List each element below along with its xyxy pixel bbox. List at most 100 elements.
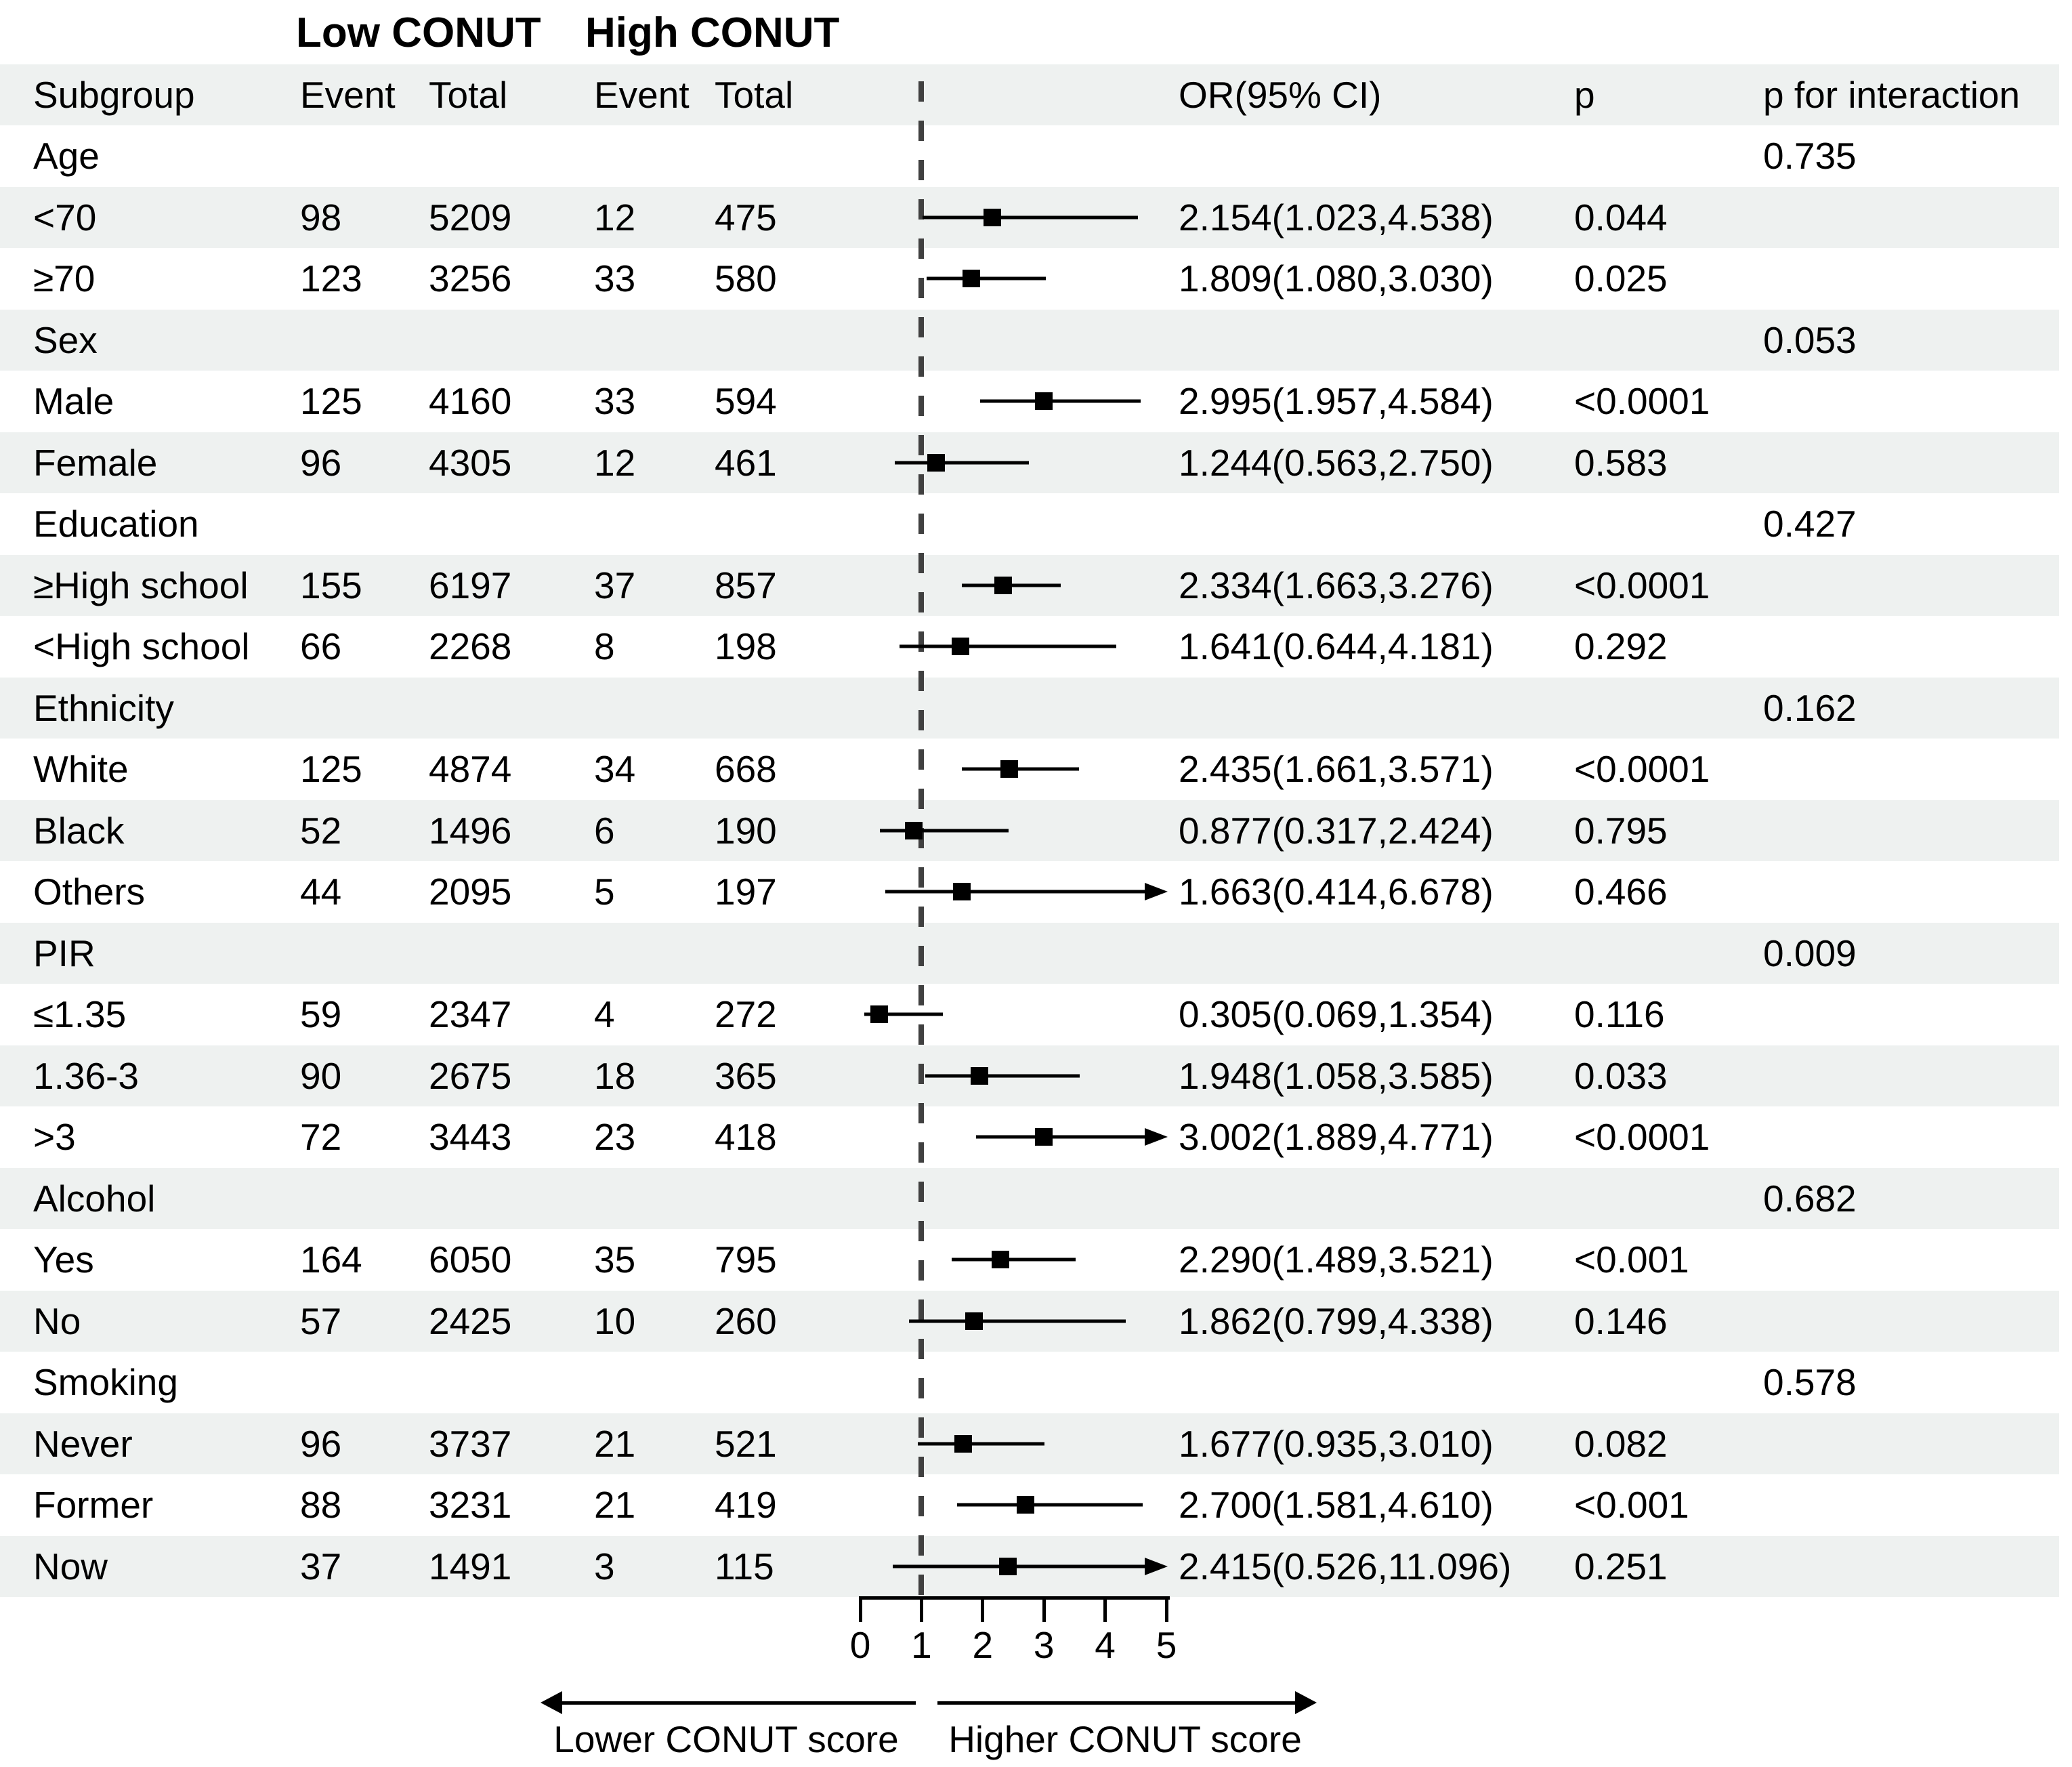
row-label: Female: [33, 441, 158, 484]
or-point-marker: [927, 453, 946, 472]
event-low-value: 44: [300, 871, 342, 913]
p-value: <0.001: [1574, 1239, 1689, 1281]
low-conut-column-title: Low CONUT: [296, 9, 541, 56]
or-point-marker: [971, 1066, 989, 1085]
row-label: <70: [33, 196, 97, 238]
event-high-value: 33: [594, 257, 636, 300]
or-ci-text: 2.154(1.023,4.538): [1179, 196, 1494, 238]
or-point-marker: [994, 576, 1012, 594]
ci-line: [879, 829, 1009, 833]
subgroup-row: ≥High school 155 6197 37 857 2.334(1.663,3.27…: [0, 554, 2059, 616]
header-total-high: Total: [715, 74, 794, 116]
event-low-value: 59: [300, 993, 342, 1036]
or-point-marker: [999, 1557, 1017, 1575]
total-low-value: 3231: [429, 1484, 512, 1526]
or-point-marker: [992, 1251, 1010, 1269]
or-point-marker: [983, 208, 1001, 226]
lower-conut-direction-label: Lower CONUT score: [553, 1718, 899, 1760]
axis-tick: [858, 1596, 862, 1622]
event-high-value: 6: [594, 809, 615, 852]
group-row: Age 0.735: [0, 125, 2059, 187]
total-low-value: 1491: [429, 1545, 512, 1587]
row-label: >3: [33, 1116, 76, 1159]
or-ci-text: 1.641(0.644,4.181): [1179, 625, 1494, 668]
row-label: Former: [33, 1484, 154, 1526]
p-value: 0.033: [1574, 1054, 1668, 1097]
total-high-value: 418: [715, 1116, 777, 1159]
total-low-value: 4874: [429, 748, 512, 791]
event-low-value: 125: [300, 380, 362, 423]
event-low-value: 155: [300, 564, 362, 606]
axis-tick-label: 4: [1095, 1624, 1116, 1666]
total-low-value: 2347: [429, 993, 512, 1036]
row-label: Never: [33, 1422, 133, 1465]
subgroup-row: Now 37 1491 3 115 2.415(0.526,11.096) 0.251: [0, 1535, 2059, 1597]
p-value: 0.044: [1574, 196, 1668, 238]
or-ci-text: 2.700(1.581,4.610): [1179, 1484, 1494, 1526]
row-label: 1.36-3: [33, 1054, 139, 1097]
total-low-value: 2675: [429, 1054, 512, 1097]
p-value: 0.025: [1574, 257, 1668, 300]
total-high-value: 190: [715, 809, 777, 852]
ci-line: [951, 1257, 1076, 1262]
or-point-marker: [1035, 1128, 1053, 1146]
p-interaction-value: 0.682: [1763, 1177, 1857, 1220]
axis-tick-label: 1: [911, 1624, 932, 1666]
higher-conut-direction-label: Higher CONUT score: [948, 1718, 1302, 1760]
p-value: <0.0001: [1574, 564, 1710, 606]
group-row: Alcohol 0.682: [0, 1167, 2059, 1229]
total-high-value: 795: [715, 1239, 777, 1281]
event-high-value: 35: [594, 1239, 636, 1281]
p-value: 0.251: [1574, 1545, 1668, 1587]
total-low-value: 4160: [429, 380, 512, 423]
total-low-value: 1496: [429, 809, 512, 852]
row-label: <High school: [33, 625, 250, 668]
group-row: Education 0.427: [0, 493, 2059, 555]
total-low-value: 3737: [429, 1422, 512, 1465]
event-high-value: 8: [594, 625, 615, 668]
axis-tick-label: 3: [1033, 1624, 1055, 1666]
total-low-value: 3443: [429, 1116, 512, 1159]
header-total-low: Total: [429, 74, 508, 116]
p-value: 0.583: [1574, 441, 1668, 484]
ci-clipped-arrow-icon: [1145, 1557, 1168, 1575]
row-label: Male: [33, 380, 114, 423]
or-ci-text: 1.663(0.414,6.678): [1179, 871, 1494, 913]
ci-clipped-arrow-icon: [1145, 1128, 1168, 1146]
ci-line: [917, 1442, 1045, 1446]
row-label: ≤1.35: [33, 993, 127, 1036]
ci-line: [900, 644, 1116, 648]
p-value: 0.466: [1574, 871, 1668, 913]
ci-line: [975, 1135, 1145, 1139]
or-ci-text: 0.305(0.069,1.354): [1179, 993, 1494, 1036]
event-high-value: 21: [594, 1422, 636, 1465]
header-subgroup: Subgroup: [33, 74, 195, 116]
or-ci-text: 0.877(0.317,2.424): [1179, 809, 1494, 852]
p-interaction-value: 0.427: [1763, 503, 1857, 545]
row-label: Age: [33, 135, 100, 178]
p-value: 0.795: [1574, 809, 1668, 852]
event-high-value: 12: [594, 441, 636, 484]
subgroup-row: ≥70 123 3256 33 580 1.809(1.080,3.030) 0.025: [0, 248, 2059, 310]
p-value: <0.001: [1574, 1484, 1689, 1526]
or-point-marker: [870, 1005, 888, 1024]
ci-line: [894, 461, 1029, 465]
total-high-value: 198: [715, 625, 777, 668]
total-low-value: 6050: [429, 1239, 512, 1281]
row-label: Education: [33, 503, 199, 545]
or-point-marker: [1017, 1496, 1035, 1514]
subgroup-row: Female 96 4305 12 461 1.244(0.563,2.750) 0.583: [0, 432, 2059, 493]
event-low-value: 125: [300, 748, 362, 791]
total-high-value: 580: [715, 257, 777, 300]
row-label: Smoking: [33, 1361, 178, 1404]
header-event-low: Event: [300, 74, 396, 116]
axis-tick: [1103, 1596, 1107, 1622]
ci-line: [864, 1012, 944, 1016]
row-label: Others: [33, 871, 146, 913]
total-high-value: 461: [715, 441, 777, 484]
row-label: Ethnicity: [33, 686, 174, 729]
subgroup-row: Others 44 2095 5 197 1.663(0.414,6.678) 0.466: [0, 861, 2059, 923]
event-high-value: 3: [594, 1545, 615, 1587]
axis-tick: [1164, 1596, 1168, 1622]
ci-line: [979, 399, 1141, 403]
